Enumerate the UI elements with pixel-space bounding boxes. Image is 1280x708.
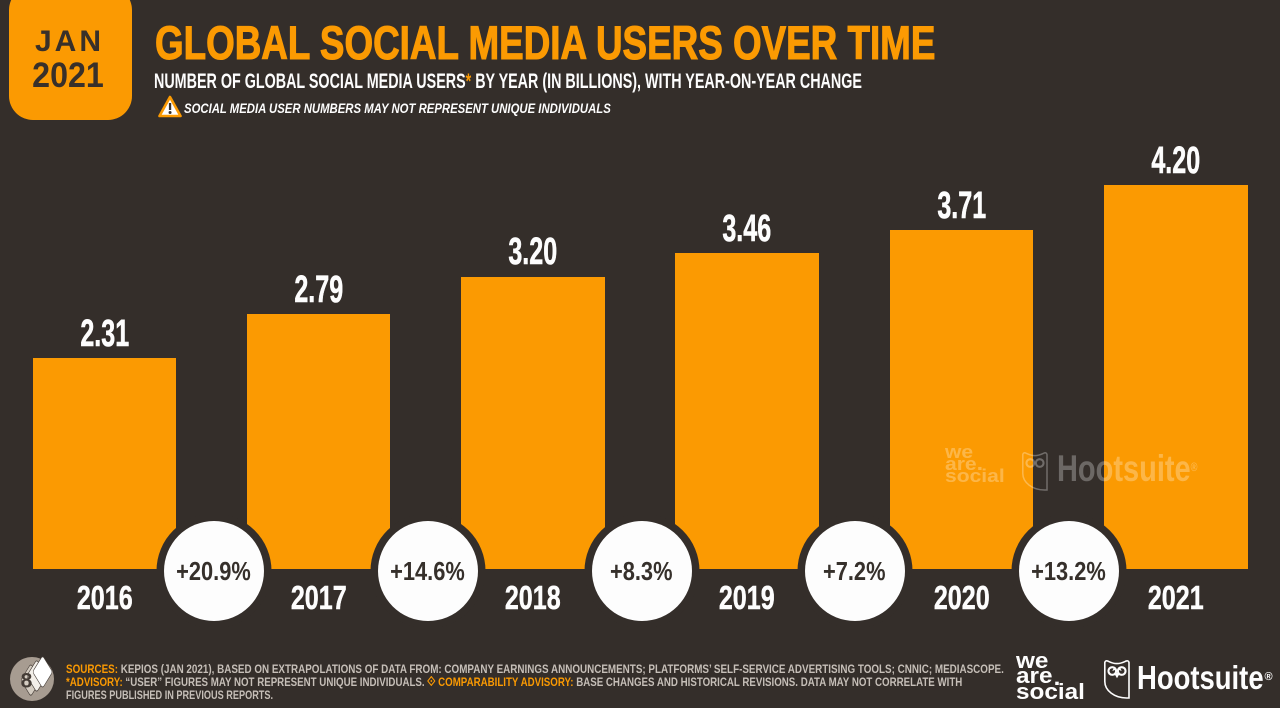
svg-text:8: 8: [21, 670, 33, 693]
